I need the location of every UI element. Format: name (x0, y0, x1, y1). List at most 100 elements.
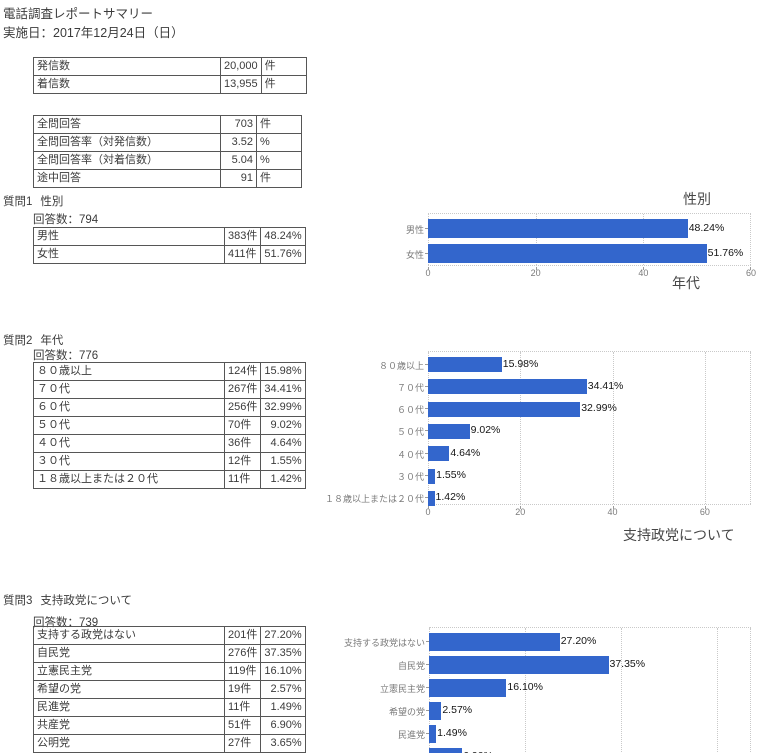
table-cell: 119件 (223, 662, 262, 681)
table-cell: 48.24% (260, 227, 306, 246)
table-cell: 383件 (223, 227, 262, 246)
table-cell: 19件 (223, 680, 262, 699)
chart-plot-area (429, 627, 751, 753)
gridline (621, 628, 623, 753)
table-cell: 11件 (223, 698, 262, 717)
axis-tick (425, 475, 428, 476)
table-cell: 703 (220, 115, 257, 134)
table-cell: 共産党 (33, 716, 225, 735)
table-cell: 支持する政党はない (33, 626, 225, 645)
table-row: ３０代 12件 1.55% (33, 452, 306, 471)
table-cell: 15.98% (260, 362, 306, 381)
bar (429, 725, 437, 743)
axis-tick (535, 267, 537, 270)
table-cell: 件 (260, 75, 307, 94)
y-axis-label: ６０代 (396, 405, 424, 416)
table-cell: 27.20% (260, 626, 306, 645)
table-row: 女性 411件 51.76% (33, 245, 306, 264)
table-row: 民進党 11件 1.49% (33, 698, 306, 717)
table-cell: 件 (260, 57, 307, 76)
table-cell: 発信数 (33, 57, 221, 76)
bar-value-label: 4.64% (450, 446, 481, 459)
table-cell: 13,955 (220, 75, 262, 94)
question3-number: 質問3 (3, 595, 33, 607)
table-cell: % (256, 151, 302, 170)
axis-tick (425, 497, 428, 499)
axis-tick (425, 408, 428, 410)
responses-table: 全問回答 703 件全問回答率（対発信数） 3.52% 全問回答率（対着信数） 5.04%… (33, 115, 302, 188)
table-cell: 女性 (33, 245, 225, 264)
table-row: 男性 383件 48.24% (33, 227, 306, 246)
axis-tick (750, 267, 751, 270)
table-row: ８０歳以上 124件 15.98% (33, 362, 306, 381)
bar (429, 748, 463, 753)
axis-tick (425, 385, 428, 387)
question2-header: 質問2 年代 (3, 332, 63, 348)
table-cell: 11件 (223, 470, 262, 489)
y-axis-label: 支持する政党はない (343, 638, 425, 648)
gridline (525, 628, 527, 753)
x-axis-tick-label: 60 (699, 507, 710, 517)
table-cell: 1.42% (260, 470, 306, 489)
bar (428, 219, 688, 238)
table-row: ７０代 267件 34.41% (33, 380, 306, 399)
table-cell: 27件 (223, 734, 262, 753)
question1-header: 質問1 性別 (3, 193, 63, 209)
bar (428, 244, 707, 263)
table-cell: 32.99% (260, 398, 306, 417)
y-axis-label: ８０歳以上 (378, 360, 424, 371)
table-cell: １８歳以上または２０代 (33, 470, 225, 489)
question3-title: 支持政党について (40, 595, 133, 607)
table-row: 希望の党 19件 2.57% (33, 680, 306, 699)
table-row: 全問回答率（対発信数） 3.52% (33, 133, 302, 152)
bar (428, 401, 581, 417)
question3-table: 支持する政党はない 201件 27.20% 自民党 276件 37.35% 立憲民主党 119… (33, 626, 306, 753)
axis-tick (425, 252, 428, 254)
axis-tick (425, 363, 428, 365)
table-cell: 12件 (223, 452, 262, 471)
y-axis-label: 民進党 (397, 730, 425, 740)
x-axis-tick-label: 0 (425, 507, 431, 517)
chart-plot-area (428, 213, 751, 266)
table-cell: % (256, 133, 302, 152)
axis-tick (704, 506, 706, 509)
table-cell: ５０代 (33, 416, 225, 435)
question2-number: 質問2 (3, 335, 33, 347)
bar (428, 468, 436, 484)
table-cell: 件 (256, 169, 302, 188)
table-cell: 124件 (223, 362, 262, 381)
x-axis-tick-label: 20 (515, 507, 526, 517)
table-row: ４０代 36件 4.64% (33, 434, 306, 453)
axis-tick (426, 641, 429, 642)
table-cell: 民進党 (33, 698, 225, 717)
table-cell: 途中回答 (33, 169, 221, 188)
question1-number: 質問1 (3, 196, 33, 208)
table-cell: ６０代 (33, 398, 225, 417)
table-cell: 6.90% (260, 716, 306, 735)
gridline (717, 628, 719, 753)
axis-tick (426, 710, 429, 711)
table-cell: 全問回答 (33, 115, 221, 134)
table-row: 公明党 27件 3.65% (33, 734, 306, 753)
axis-tick (426, 733, 429, 734)
table-cell: ７０代 (33, 380, 225, 399)
table-row: ５０代 70件 9.02% (33, 416, 306, 435)
table-cell: 1.55% (260, 452, 306, 471)
table-cell: 36件 (223, 434, 262, 453)
x-axis-tick-label: 40 (638, 268, 649, 278)
bar-value-label: 1.49% (437, 727, 467, 739)
table-row: 支持する政党はない 201件 27.20% (33, 626, 306, 645)
table-cell: 立憲民主党 (33, 662, 225, 681)
table-cell: 411件 (223, 245, 262, 264)
table-row: 自民党 276件 37.35% (33, 644, 306, 663)
bar (429, 702, 442, 720)
table-cell: 男性 (33, 227, 225, 246)
table-cell: ４０代 (33, 434, 225, 453)
y-axis-label: 自民党 (397, 661, 425, 671)
bar-value-label: 9.02% (470, 424, 501, 437)
chart-plot-area (428, 351, 751, 506)
table-cell: 9.02% (260, 416, 306, 435)
table-cell: 5.04 (220, 151, 257, 170)
y-axis-label: 希望の党 (388, 707, 425, 717)
